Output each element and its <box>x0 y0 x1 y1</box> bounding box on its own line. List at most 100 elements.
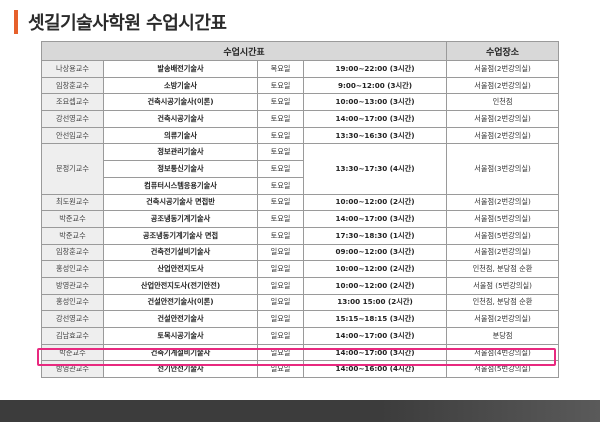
table-row: 안선임교수 의류기술사 토요일 13:30~16:30 (3시간) 서울점(2번… <box>41 126 560 145</box>
day-cell: 일요일 <box>257 293 304 312</box>
day-cell: 토요일 <box>257 76 304 95</box>
professor-cell: 강선영교수 <box>41 110 104 128</box>
time-cell: 10:00~12:00 (2시간) <box>302 276 448 295</box>
professor-cell: 조요셉교수 <box>41 93 104 112</box>
room-cell: 인천점, 분당점 순환 <box>446 260 560 278</box>
professor-cell: 나상용교수 <box>41 60 104 78</box>
page-title: 셋길기술사학원 수업시간표 <box>28 13 227 34</box>
time-cell: 09:00~12:00 (3시간) <box>302 243 448 262</box>
table-row: 조요셉교수 건축시공기술사(이론) 토요일 10:00~13:00 (3시간) … <box>41 93 560 112</box>
professor-cell: 문정기교수 <box>41 143 104 195</box>
day-cell: 목요일 <box>257 60 304 78</box>
room-cell: 인천점, 분당점 순환 <box>446 293 560 312</box>
professor-cell: 최도원교수 <box>41 193 104 212</box>
time-cell: 14:00~17:00 (3시간) <box>302 210 448 228</box>
day-cell: 토요일 <box>257 110 304 128</box>
table-row: 문정기교수 정보관리기술사 토요일 13:30~17:30 (4시간) 서울점(… <box>41 143 560 195</box>
subject-cell: 건축전기설비기술사 <box>103 243 258 262</box>
room-cell: 서울점 (5번강의실) <box>446 276 560 295</box>
table-row: 최도원교수 건축시공기술사 면접반 토요일 10:00~12:00 (2시간) … <box>41 193 560 212</box>
room-cell: 서울점(2번강의실) <box>446 76 560 95</box>
professor-cell: 안선임교수 <box>41 126 104 145</box>
table-row: 홍성인교수 건설안전기술사(이론) 일요일 13:00 15:00 (2시간) … <box>41 293 560 312</box>
professor-cell: 홍성인교수 <box>41 260 104 278</box>
header-schedule: 수업시간표 <box>40 41 448 61</box>
subject-cell: 소방기술사 <box>103 76 258 95</box>
subject-cell: 정보관리기술사 <box>103 143 258 162</box>
table-row: 홍성인교수 산업안전지도사 일요일 10:00~12:00 (2시간) 인천점,… <box>41 260 560 278</box>
day-cell: 일요일 <box>257 243 304 262</box>
time-cell: 13:00 15:00 (2시간) <box>302 293 448 312</box>
subject-cell: 토목시공기술사 <box>103 327 258 345</box>
title-bar: 셋길기술사학원 수업시간표 <box>0 4 600 36</box>
subject-cell: 공조냉동기계기술사 <box>103 210 258 228</box>
subject-cell: 건축시공기술사 면접반 <box>103 193 258 212</box>
schedule-table: 수업시간표 수업장소 나상용교수 발송배전기술사 목요일 19:00~22:00… <box>40 41 560 379</box>
table-row: 방영관교수 산업안전지도사(전기안전) 일요일 10:00~12:00 (2시간… <box>41 276 560 295</box>
subject-cell: 컴퓨터시스템응용기술사 <box>103 176 258 195</box>
time-cell: 13:30~16:30 (3시간) <box>302 126 448 145</box>
day-cell: 일요일 <box>257 260 304 278</box>
day-cell: 토요일 <box>257 126 304 145</box>
time-cell: 17:30~18:30 (1시간) <box>302 226 448 245</box>
subject-cell: 산업안전지도사(전기안전) <box>103 276 258 295</box>
time-cell: 13:30~17:30 (4시간) <box>302 143 448 195</box>
room-cell: 인천점 <box>446 93 560 112</box>
professor-cell: 방영관교수 <box>41 276 104 295</box>
table-row: 박준교수 공조냉동기계기술사 토요일 14:00~17:00 (3시간) 서울점… <box>41 210 560 228</box>
table-row: 강선영교수 건축시공기술사 토요일 14:00~17:00 (3시간) 서울점(… <box>41 110 560 128</box>
time-cell: 14:00~17:00 (3시간) <box>302 110 448 128</box>
subject-cell: 공조냉동기계기술사 면접 <box>103 226 258 245</box>
table-row: 컴퓨터시스템응용기술사 토요일 <box>42 176 559 195</box>
time-cell: 15:15~18:15 (3시간) <box>302 310 448 328</box>
header-location: 수업장소 <box>446 41 560 61</box>
table-row: 나상용교수 발송배전기술사 목요일 19:00~22:00 (3시간) 서울점(… <box>41 60 560 78</box>
day-cell: 토요일 <box>257 93 304 112</box>
subject-cell: 건설안전기술사(이론) <box>103 293 258 312</box>
room-cell: 서울점(2번강의실) <box>446 126 560 145</box>
day-cell: 일요일 <box>257 310 304 328</box>
room-cell: 서울점(5번강의실) <box>446 210 560 228</box>
professor-cell: 강선영교수 <box>41 310 104 328</box>
room-cell: 서울점(5번강의실) <box>446 226 560 245</box>
room-cell: 서울점(2번강의실) <box>446 243 560 262</box>
day-cell: 토요일 <box>257 176 304 195</box>
time-cell: 10:00~12:00 (2시간) <box>302 260 448 278</box>
professor-cell: 박준교수 <box>41 210 104 228</box>
professor-cell: 임창훈교수 <box>41 243 104 262</box>
room-cell: 서울점(2번강의실) <box>446 193 560 212</box>
time-cell: 10:00~12:00 (2시간) <box>302 193 448 212</box>
table-row: 박준교수 공조냉동기계기술사 면접 토요일 17:30~18:30 (1시간) … <box>41 226 560 245</box>
subject-cell: 건설안전기술사 <box>103 310 258 328</box>
time-cell: 10:00~13:00 (3시간) <box>302 93 448 112</box>
day-cell: 일요일 <box>257 276 304 295</box>
day-cell: 토요일 <box>257 210 304 228</box>
professor-cell: 박준교수 <box>41 226 104 245</box>
footer-shade <box>380 400 600 422</box>
title-accent-bar <box>14 10 18 34</box>
day-cell: 토요일 <box>257 226 304 245</box>
day-cell: 토요일 <box>257 143 304 162</box>
room-cell: 서울점(2번강의실) <box>446 310 560 328</box>
table-row: 강선영교수 건설안전기술사 일요일 15:15~18:15 (3시간) 서울점(… <box>41 310 560 328</box>
row-highlight-box <box>37 348 556 366</box>
time-cell: 14:00~17:00 (3시간) <box>302 327 448 345</box>
subject-cell: 의류기술사 <box>103 126 258 145</box>
room-cell: 서울점(2번강의실) <box>446 60 560 78</box>
subject-cell: 산업안전지도사 <box>103 260 258 278</box>
day-cell: 토요일 <box>257 160 304 178</box>
day-cell: 토요일 <box>257 193 304 212</box>
professor-cell: 김남효교수 <box>41 327 104 345</box>
room-cell: 서울점(3번강의실) <box>446 143 560 195</box>
room-cell: 서울점(2번강의실) <box>446 110 560 128</box>
subject-cell: 발송배전기술사 <box>103 60 258 78</box>
time-cell: 9:00~12:00 (3시간) <box>302 76 448 95</box>
room-cell: 분당점 <box>446 327 560 345</box>
subject-cell: 건축시공기술사(이론) <box>103 93 258 112</box>
table-row: 임창훈교수 소방기술사 토요일 9:00~12:00 (3시간) 서울점(2번강… <box>41 76 560 95</box>
professor-cell: 홍성인교수 <box>41 293 104 312</box>
subject-cell: 정보통신기술사 <box>103 160 258 178</box>
professor-cell: 임창훈교수 <box>41 76 104 95</box>
subject-cell: 건축시공기술사 <box>103 110 258 128</box>
table-row: 임창훈교수 건축전기설비기술사 일요일 09:00~12:00 (3시간) 서울… <box>41 243 560 262</box>
